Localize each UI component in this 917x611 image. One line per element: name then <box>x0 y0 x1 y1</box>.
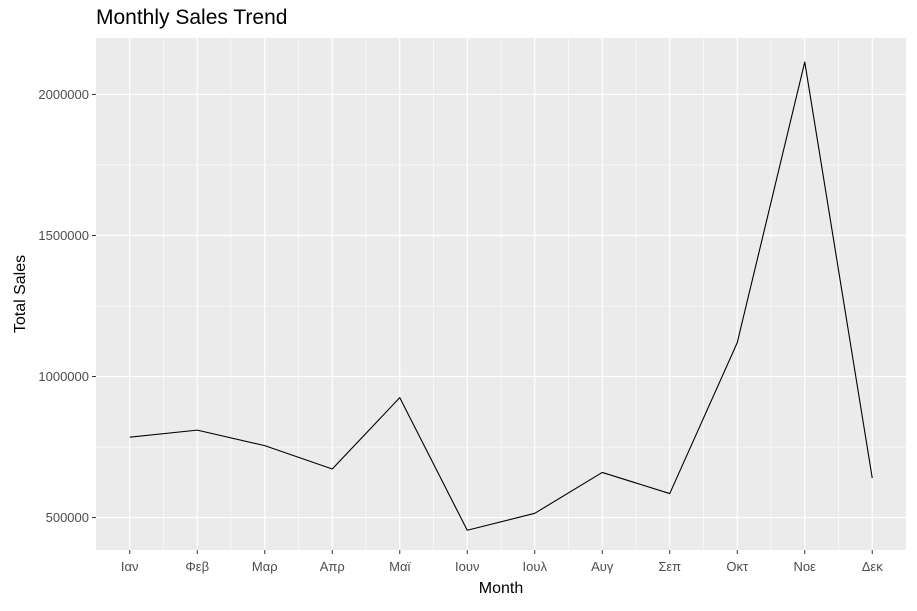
y-axis-label: Total Sales <box>12 255 29 333</box>
x-tick-label: Σεπ <box>658 559 681 574</box>
x-tick-label: Νοε <box>794 559 817 574</box>
x-tick-label: Απρ <box>320 559 345 574</box>
x-tick-label: Ιαν <box>121 559 139 574</box>
x-tick-label: Μαρ <box>252 559 278 574</box>
x-tick-label: Αυγ <box>591 559 614 574</box>
chart-title: Monthly Sales Trend <box>96 6 287 30</box>
y-tick-label: 1500000 <box>38 228 89 243</box>
x-tick-label: Ιουλ <box>523 559 548 574</box>
y-tick-label: 2000000 <box>38 87 89 102</box>
x-tick-label: Ιουν <box>455 559 479 574</box>
y-tick-label: 1000000 <box>38 369 89 384</box>
x-tick-label: Μαϊ <box>389 559 411 574</box>
x-axis-label: Month <box>479 580 523 597</box>
x-tick-label: Οκτ <box>726 559 749 574</box>
x-tick-label: Δεκ <box>862 559 883 574</box>
y-tick-label: 500000 <box>46 510 89 525</box>
x-tick-label: Φεβ <box>185 559 209 574</box>
